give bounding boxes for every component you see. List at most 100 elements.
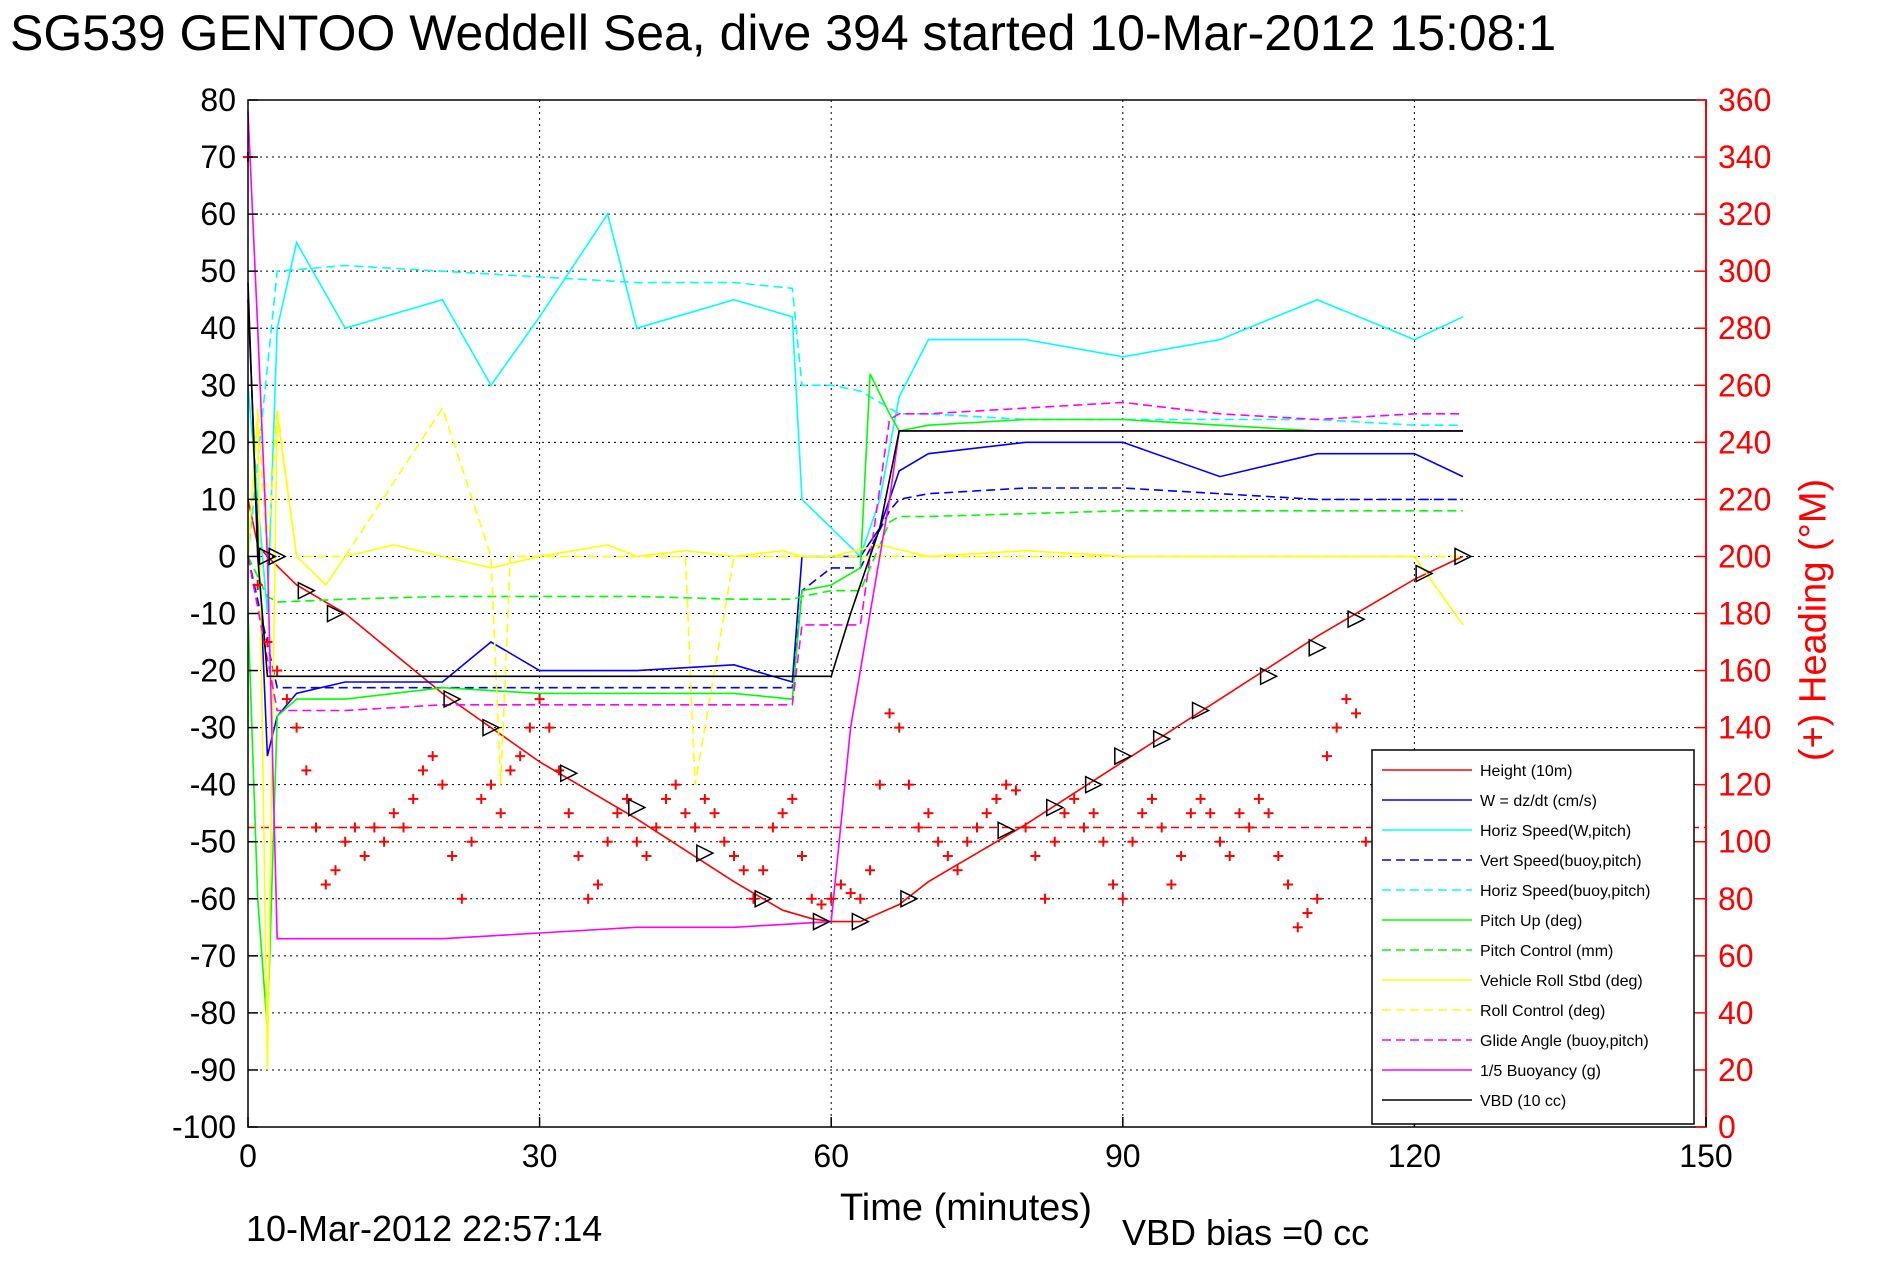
heading-marker — [894, 722, 905, 733]
heading-marker — [855, 893, 866, 904]
height-marker — [268, 547, 287, 566]
y-left-tick-label: -10 — [190, 596, 236, 632]
heading-marker — [651, 822, 662, 833]
heading-marker — [486, 779, 496, 790]
series-line-9 — [247, 401, 1463, 712]
y-left-tick-label: -80 — [190, 995, 236, 1031]
height-marker — [1454, 547, 1473, 566]
heading-marker — [787, 793, 798, 804]
y-left-tick-label: -90 — [190, 1052, 236, 1088]
y-right-tick-label: 140 — [1718, 710, 1771, 746]
heading-marker — [1030, 850, 1041, 861]
y-right-tick-label: 160 — [1718, 653, 1771, 689]
heading-marker — [1331, 722, 1342, 733]
height-marker — [754, 889, 773, 908]
legend-label: Roll Control (deg) — [1480, 1003, 1605, 1020]
heading-marker — [583, 893, 594, 904]
legend-entry: Pitch Control (mm) — [1382, 943, 1613, 960]
heading-marker — [1341, 694, 1352, 705]
heading-marker — [427, 751, 438, 762]
height-marker — [443, 689, 462, 709]
heading-marker — [865, 865, 876, 876]
heading-marker — [602, 836, 613, 847]
heading-marker — [758, 865, 769, 876]
heading-marker — [874, 779, 885, 790]
y-left-tick-label: 20 — [200, 424, 236, 460]
heading-marker — [291, 722, 302, 733]
heading-marker — [388, 808, 399, 819]
y-right-tick-label: 60 — [1718, 938, 1754, 974]
height-marker — [696, 843, 715, 863]
series-line-10 — [247, 111, 1463, 940]
series-line-0 — [247, 499, 1464, 923]
y-left-tick-label: 60 — [200, 196, 236, 232]
y-left-tick-label: 70 — [200, 139, 236, 175]
heading-marker — [398, 822, 409, 833]
y-left-tick-label: -20 — [190, 653, 236, 689]
legend-entry: VBD (10 cc) — [1382, 1093, 1566, 1110]
right-axis-label: (+) Heading (°M) — [1792, 478, 1835, 762]
heading-marker — [816, 899, 827, 910]
x-tick-label: 60 — [813, 1138, 849, 1174]
y-right-tick-label: 200 — [1718, 538, 1771, 574]
x-tick-label: 150 — [1679, 1138, 1732, 1174]
legend-label: Glide Angle (buoy,pitch) — [1480, 1033, 1649, 1050]
heading-marker — [1244, 822, 1255, 833]
height-marker — [1415, 564, 1434, 583]
heading-marker — [729, 850, 739, 861]
heading-marker — [1351, 708, 1362, 719]
heading-marker — [709, 808, 720, 819]
heading-marker — [1040, 893, 1051, 904]
y-right-tick-label: 0 — [1718, 1109, 1736, 1145]
heading-marker — [797, 850, 808, 861]
heading-marker — [1059, 808, 1070, 819]
heading-marker — [320, 879, 331, 890]
y-right-tick-label: 260 — [1718, 367, 1771, 403]
height-marker — [258, 547, 278, 566]
heading-marker — [476, 793, 487, 804]
heading-marker — [1176, 850, 1187, 861]
legend-entry: Glide Angle (buoy,pitch) — [1382, 1033, 1649, 1050]
heading-marker — [252, 579, 263, 590]
legend-entry: Vert Speed(buoy,pitch) — [1382, 853, 1642, 870]
legend-label: Horiz Speed(W,pitch) — [1480, 823, 1631, 840]
legend-entry: 1/5 Buoyancy (g) — [1382, 1063, 1601, 1080]
heading-marker — [573, 850, 584, 861]
heading-marker — [1098, 836, 1109, 847]
series-line-8 — [247, 406, 1463, 785]
height-marker — [297, 581, 316, 600]
series-line-5 — [247, 373, 1463, 1031]
legend-label: W = dz/dt (cm/s) — [1480, 793, 1597, 810]
heading-marker — [680, 808, 691, 819]
y-left-tick-label: -40 — [190, 767, 236, 803]
heading-marker — [408, 793, 419, 804]
heading-marker — [1321, 751, 1332, 762]
legend-entry: Roll Control (deg) — [1382, 1003, 1605, 1020]
x-tick-label: 90 — [1105, 1138, 1141, 1174]
height-marker — [1046, 798, 1065, 817]
series-line-6 — [247, 509, 1463, 603]
heading-marker — [1127, 836, 1138, 847]
series-line-1 — [247, 299, 1464, 757]
heading-marker — [884, 708, 895, 719]
heading-marker — [1156, 822, 1167, 833]
height-marker — [560, 764, 579, 783]
heading-marker — [738, 865, 749, 876]
heading-marker — [660, 793, 671, 804]
legend-entry: Height (10m) — [1382, 763, 1572, 780]
heading-marker — [1166, 879, 1177, 890]
series-line-4 — [247, 264, 1463, 557]
heading-marker — [1253, 793, 1264, 804]
legend-label: Vehicle Roll Stbd (deg) — [1480, 973, 1643, 990]
y-left-tick-label: 40 — [200, 310, 236, 346]
height-marker — [1308, 638, 1327, 657]
series-line-7 — [247, 413, 1464, 1070]
y-left-tick-label: 80 — [200, 82, 236, 118]
heading-marker — [913, 822, 924, 833]
height-marker — [482, 718, 501, 737]
y-left-tick-label: -70 — [190, 938, 236, 974]
heading-marker — [437, 779, 448, 790]
heading-marker — [991, 793, 1002, 804]
heading-marker — [1137, 808, 1148, 819]
heading-marker — [262, 637, 273, 648]
